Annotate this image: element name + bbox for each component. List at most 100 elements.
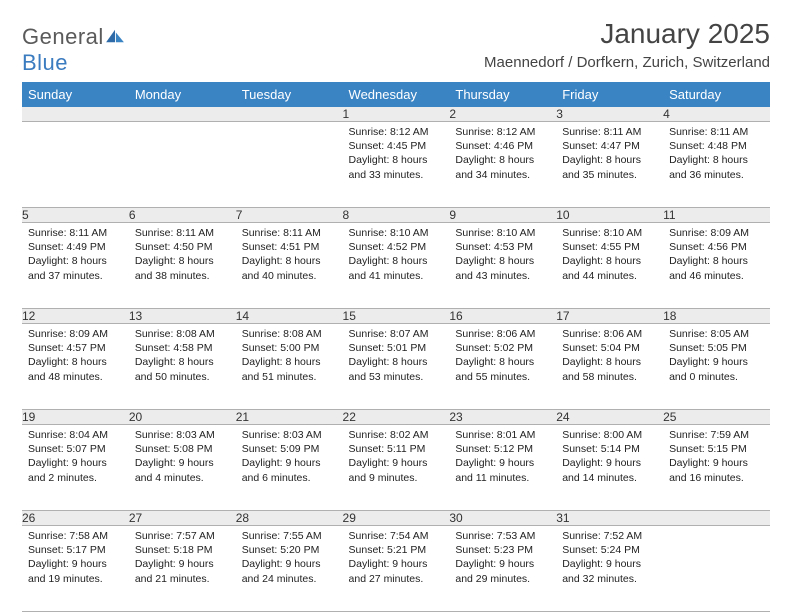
day-number: 22 <box>343 410 450 425</box>
day2-text: and 14 minutes. <box>562 471 657 485</box>
day2-text: and 35 minutes. <box>562 168 657 182</box>
week-row: Sunrise: 8:09 AMSunset: 4:57 PMDaylight:… <box>22 324 770 410</box>
day-number: 17 <box>556 309 663 324</box>
day2-text: and 38 minutes. <box>135 269 230 283</box>
day2-text: and 19 minutes. <box>28 572 123 586</box>
day-number: 13 <box>129 309 236 324</box>
day1-text: Daylight: 9 hours <box>135 456 230 470</box>
sunset-text: Sunset: 4:53 PM <box>455 240 550 254</box>
day1-text: Daylight: 8 hours <box>455 153 550 167</box>
day-cell: Sunrise: 7:57 AMSunset: 5:18 PMDaylight:… <box>129 526 236 612</box>
day-cell-content: Sunrise: 7:52 AMSunset: 5:24 PMDaylight:… <box>556 526 663 590</box>
day-cell-content: Sunrise: 8:09 AMSunset: 4:57 PMDaylight:… <box>22 324 129 388</box>
day-cell: Sunrise: 8:00 AMSunset: 5:14 PMDaylight:… <box>556 425 663 511</box>
day2-text: and 58 minutes. <box>562 370 657 384</box>
day-cell <box>663 526 770 612</box>
sunrise-text: Sunrise: 8:08 AM <box>242 327 337 341</box>
day1-text: Daylight: 8 hours <box>28 254 123 268</box>
day1-text: Daylight: 8 hours <box>28 355 123 369</box>
weekday-header: Friday <box>556 82 663 107</box>
day-cell-content: Sunrise: 7:59 AMSunset: 5:15 PMDaylight:… <box>663 425 770 489</box>
sunrise-text: Sunrise: 7:55 AM <box>242 529 337 543</box>
sunset-text: Sunset: 5:17 PM <box>28 543 123 557</box>
day-cell: Sunrise: 8:11 AMSunset: 4:50 PMDaylight:… <box>129 223 236 309</box>
day2-text: and 53 minutes. <box>349 370 444 384</box>
sunrise-text: Sunrise: 8:10 AM <box>349 226 444 240</box>
day-cell-content: Sunrise: 8:03 AMSunset: 5:09 PMDaylight:… <box>236 425 343 489</box>
day-cell-content: Sunrise: 8:12 AMSunset: 4:45 PMDaylight:… <box>343 122 450 186</box>
day-cell: Sunrise: 8:10 AMSunset: 4:53 PMDaylight:… <box>449 223 556 309</box>
sunset-text: Sunset: 5:18 PM <box>135 543 230 557</box>
day-cell-content: Sunrise: 7:53 AMSunset: 5:23 PMDaylight:… <box>449 526 556 590</box>
day-number: 30 <box>449 511 556 526</box>
day-cell: Sunrise: 8:06 AMSunset: 5:02 PMDaylight:… <box>449 324 556 410</box>
day2-text: and 44 minutes. <box>562 269 657 283</box>
day-cell-content: Sunrise: 8:09 AMSunset: 4:56 PMDaylight:… <box>663 223 770 287</box>
day-cell: Sunrise: 8:10 AMSunset: 4:52 PMDaylight:… <box>343 223 450 309</box>
day-cell-content: Sunrise: 8:06 AMSunset: 5:02 PMDaylight:… <box>449 324 556 388</box>
day-cell: Sunrise: 8:12 AMSunset: 4:46 PMDaylight:… <box>449 122 556 208</box>
sunset-text: Sunset: 4:48 PM <box>669 139 764 153</box>
day-cell: Sunrise: 8:08 AMSunset: 4:58 PMDaylight:… <box>129 324 236 410</box>
day-cell: Sunrise: 8:04 AMSunset: 5:07 PMDaylight:… <box>22 425 129 511</box>
day-cell-content <box>236 122 343 129</box>
logo-word2: Blue <box>22 50 68 75</box>
daynum-row: 1234 <box>22 107 770 122</box>
day-cell-content: Sunrise: 7:55 AMSunset: 5:20 PMDaylight:… <box>236 526 343 590</box>
day2-text: and 27 minutes. <box>349 572 444 586</box>
day-number <box>22 107 129 122</box>
sunset-text: Sunset: 5:15 PM <box>669 442 764 456</box>
day1-text: Daylight: 9 hours <box>349 557 444 571</box>
day-cell-content: Sunrise: 7:57 AMSunset: 5:18 PMDaylight:… <box>129 526 236 590</box>
day-cell-content: Sunrise: 8:08 AMSunset: 5:00 PMDaylight:… <box>236 324 343 388</box>
sunrise-text: Sunrise: 8:09 AM <box>669 226 764 240</box>
day1-text: Daylight: 8 hours <box>349 254 444 268</box>
daynum-row: 12131415161718 <box>22 309 770 324</box>
sunset-text: Sunset: 5:09 PM <box>242 442 337 456</box>
day2-text: and 43 minutes. <box>455 269 550 283</box>
day2-text: and 50 minutes. <box>135 370 230 384</box>
sunset-text: Sunset: 4:51 PM <box>242 240 337 254</box>
day1-text: Daylight: 9 hours <box>28 456 123 470</box>
sunset-text: Sunset: 4:57 PM <box>28 341 123 355</box>
day2-text: and 48 minutes. <box>28 370 123 384</box>
day-cell: Sunrise: 8:08 AMSunset: 5:00 PMDaylight:… <box>236 324 343 410</box>
day-cell-content: Sunrise: 8:10 AMSunset: 4:53 PMDaylight:… <box>449 223 556 287</box>
sunset-text: Sunset: 5:00 PM <box>242 341 337 355</box>
sunset-text: Sunset: 5:14 PM <box>562 442 657 456</box>
sunrise-text: Sunrise: 8:03 AM <box>242 428 337 442</box>
day-number: 11 <box>663 208 770 223</box>
day1-text: Daylight: 8 hours <box>135 254 230 268</box>
calendar-body: 1234Sunrise: 8:12 AMSunset: 4:45 PMDayli… <box>22 107 770 612</box>
sunrise-text: Sunrise: 8:10 AM <box>455 226 550 240</box>
day-cell-content: Sunrise: 8:08 AMSunset: 4:58 PMDaylight:… <box>129 324 236 388</box>
day2-text: and 46 minutes. <box>669 269 764 283</box>
daynum-row: 19202122232425 <box>22 410 770 425</box>
sunset-text: Sunset: 5:08 PM <box>135 442 230 456</box>
day-number: 12 <box>22 309 129 324</box>
day2-text: and 37 minutes. <box>28 269 123 283</box>
day-cell: Sunrise: 8:11 AMSunset: 4:48 PMDaylight:… <box>663 122 770 208</box>
sunset-text: Sunset: 5:11 PM <box>349 442 444 456</box>
day-cell-content: Sunrise: 8:06 AMSunset: 5:04 PMDaylight:… <box>556 324 663 388</box>
day-cell: Sunrise: 7:55 AMSunset: 5:20 PMDaylight:… <box>236 526 343 612</box>
logo: General Blue <box>22 24 126 76</box>
day-number: 18 <box>663 309 770 324</box>
day2-text: and 0 minutes. <box>669 370 764 384</box>
sunset-text: Sunset: 4:47 PM <box>562 139 657 153</box>
day-cell-content: Sunrise: 8:10 AMSunset: 4:55 PMDaylight:… <box>556 223 663 287</box>
day-cell: Sunrise: 7:54 AMSunset: 5:21 PMDaylight:… <box>343 526 450 612</box>
calendar-table: Sunday Monday Tuesday Wednesday Thursday… <box>22 82 770 612</box>
day2-text: and 29 minutes. <box>455 572 550 586</box>
day2-text: and 33 minutes. <box>349 168 444 182</box>
week-row: Sunrise: 8:11 AMSunset: 4:49 PMDaylight:… <box>22 223 770 309</box>
day-cell-content: Sunrise: 8:11 AMSunset: 4:49 PMDaylight:… <box>22 223 129 287</box>
weekday-header: Saturday <box>663 82 770 107</box>
logo-word1: General <box>22 24 104 49</box>
day1-text: Daylight: 9 hours <box>455 557 550 571</box>
location-text: Maennedorf / Dorfkern, Zurich, Switzerla… <box>484 54 770 71</box>
sunrise-text: Sunrise: 8:11 AM <box>669 125 764 139</box>
day2-text: and 41 minutes. <box>349 269 444 283</box>
day2-text: and 16 minutes. <box>669 471 764 485</box>
day1-text: Daylight: 9 hours <box>242 557 337 571</box>
